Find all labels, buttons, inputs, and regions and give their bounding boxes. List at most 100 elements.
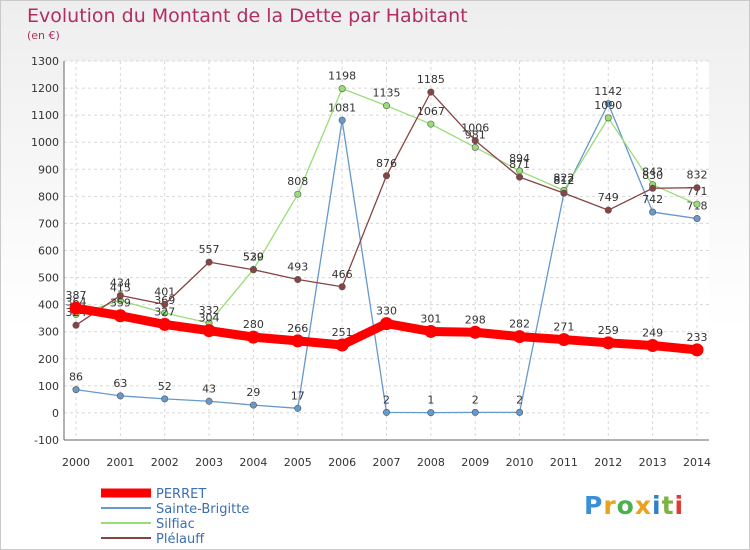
- data-label: 749: [598, 191, 619, 204]
- y-tick-label: 400: [38, 299, 59, 312]
- data-label: 415: [110, 282, 131, 295]
- data-point: [516, 173, 524, 181]
- data-point: [646, 339, 660, 353]
- y-tick-label: 700: [38, 217, 59, 230]
- proxiti-logo: Proxiti: [584, 491, 685, 520]
- data-label: 401: [154, 285, 175, 298]
- data-label: 981: [465, 128, 486, 141]
- data-point: [471, 408, 479, 416]
- data-point: [338, 85, 346, 93]
- plot-area: [64, 61, 709, 440]
- data-label: 876: [376, 157, 397, 170]
- data-point: [161, 309, 169, 317]
- data-label: 249: [642, 327, 663, 340]
- data-label: 251: [332, 326, 353, 339]
- legend-label: PERRET: [156, 487, 206, 502]
- data-point: [335, 338, 349, 352]
- x-tick-label: 2007: [373, 456, 401, 469]
- data-point: [382, 408, 390, 416]
- y-tick-label: 100: [38, 380, 59, 393]
- data-label: 832: [687, 169, 708, 182]
- data-point: [116, 291, 124, 299]
- data-label: 771: [687, 185, 708, 198]
- data-point: [649, 184, 657, 192]
- data-label: 822: [553, 171, 574, 184]
- x-tick-label: 2014: [683, 456, 711, 469]
- legend-label: Sainte-Brigitte: [156, 502, 249, 517]
- chart-title: Evolution du Montant de la Dette par Hab…: [27, 5, 468, 27]
- data-point: [690, 343, 704, 357]
- data-point: [693, 215, 701, 223]
- data-label: 327: [154, 305, 175, 318]
- data-point: [158, 317, 172, 331]
- data-point: [294, 404, 302, 412]
- data-label: 282: [509, 318, 530, 331]
- data-label: 301: [420, 312, 441, 325]
- data-point: [601, 336, 615, 350]
- y-tick-label: 500: [38, 272, 59, 285]
- data-point: [205, 258, 213, 266]
- data-point: [72, 321, 80, 329]
- data-label: 29: [246, 386, 260, 399]
- data-label: 259: [598, 324, 619, 337]
- data-label: 871: [509, 158, 530, 171]
- data-point: [113, 309, 127, 323]
- data-label: 2: [516, 393, 523, 406]
- y-tick-label: 1300: [31, 55, 59, 68]
- x-tick-label: 2008: [417, 456, 445, 469]
- data-label: 2: [472, 393, 479, 406]
- data-label: 271: [553, 321, 574, 334]
- data-point: [291, 334, 305, 348]
- x-tick-label: 2001: [106, 456, 134, 469]
- y-tick-label: 1100: [31, 109, 59, 122]
- data-label: 808: [287, 175, 308, 188]
- data-label: 466: [332, 268, 353, 281]
- data-label: 530: [243, 250, 264, 263]
- x-tick-label: 2011: [550, 456, 578, 469]
- data-label: 52: [158, 380, 172, 393]
- y-tick-label: -100: [34, 434, 59, 447]
- data-point: [202, 324, 216, 338]
- data-label: 1067: [417, 105, 445, 118]
- data-point: [427, 409, 435, 417]
- data-point: [161, 300, 169, 308]
- data-label: 493: [287, 260, 308, 273]
- data-label: 1142: [594, 85, 622, 98]
- data-label: 17: [291, 389, 305, 402]
- data-label: 266: [287, 322, 308, 335]
- data-label: 812: [553, 174, 574, 187]
- data-point: [560, 189, 568, 197]
- data-point: [604, 100, 612, 108]
- data-point: [161, 395, 169, 403]
- data-label: 359: [110, 297, 131, 310]
- data-point: [427, 120, 435, 128]
- data-point: [604, 114, 612, 122]
- data-point: [380, 317, 393, 331]
- data-point: [338, 283, 346, 291]
- x-tick-label: 2009: [461, 456, 489, 469]
- data-label: 387: [66, 289, 87, 302]
- data-label: 843: [642, 166, 663, 179]
- data-point: [693, 184, 701, 192]
- data-label: 280: [243, 318, 264, 331]
- y-tick-label: 300: [38, 326, 59, 339]
- x-tick-label: 2000: [62, 456, 90, 469]
- data-point: [246, 330, 260, 344]
- x-tick-label: 2004: [239, 456, 267, 469]
- data-label: 812: [553, 174, 574, 187]
- data-label: 1: [427, 394, 434, 407]
- y-tick-label: 200: [38, 353, 59, 366]
- data-point: [649, 208, 657, 216]
- data-point: [513, 330, 527, 344]
- x-tick-label: 2010: [506, 456, 534, 469]
- data-point: [116, 392, 124, 400]
- legend-label: Silfiac: [156, 517, 195, 532]
- data-point: [338, 116, 346, 124]
- x-tick-label: 2013: [639, 456, 667, 469]
- data-label: 304: [199, 312, 220, 325]
- series-silfiac: 3644153693325308081198113510679818948221…: [66, 70, 708, 327]
- data-label: 557: [199, 243, 220, 256]
- x-tick-label: 2012: [594, 456, 622, 469]
- data-label: 1090: [594, 99, 622, 112]
